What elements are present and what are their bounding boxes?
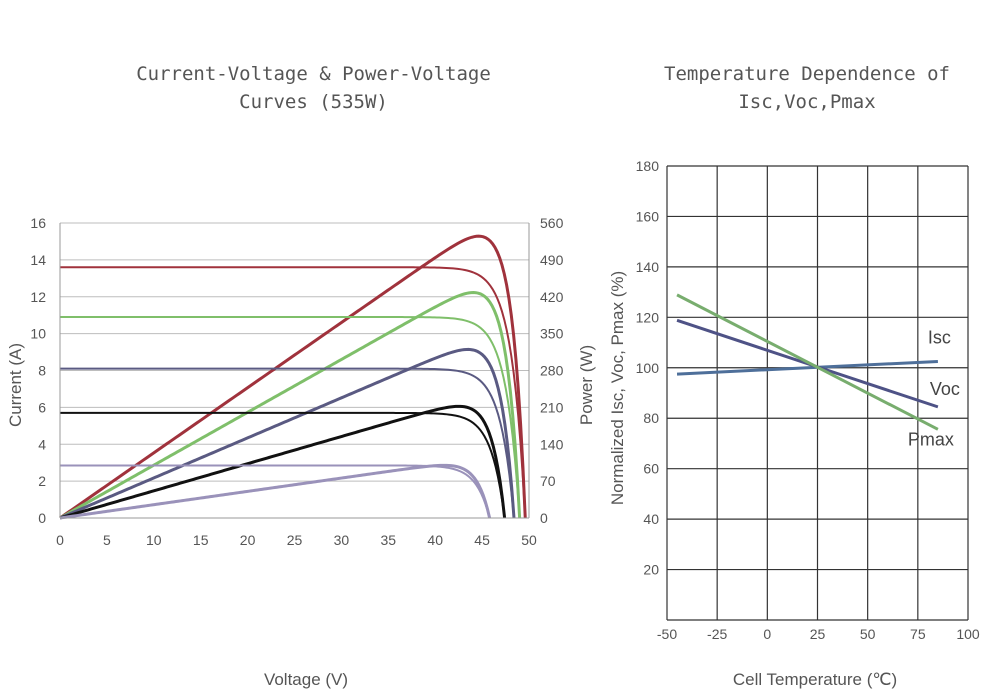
chart1-x-tick-label: 40 [427, 532, 443, 548]
chart1-pv-curve [59, 463, 492, 520]
chart2-series-label: Pmax [908, 429, 954, 449]
chart1-x-tick-label: 25 [287, 532, 303, 548]
chart1-y2-tick-label: 280 [540, 363, 564, 379]
chart2-y-tick-label: 140 [636, 259, 660, 275]
chart2-x-tick-label: 50 [860, 626, 876, 642]
chart2-ticks: 20 40 60 80 100 120 140 160 180 -50 -25 0 25 50 75 100 [636, 158, 980, 642]
chart1-y2-tick-label: 210 [540, 399, 564, 415]
chart1-x-tick-label: 10 [146, 532, 162, 548]
chart2-x-tick-label: -50 [657, 626, 677, 642]
chart1-pv-curve [59, 291, 522, 520]
chart1-y-tick-label: 4 [38, 436, 46, 452]
chart1-y-tick-label: 0 [38, 510, 46, 526]
chart1-iv-curve [60, 266, 527, 519]
chart2-x-tick-label: 25 [810, 626, 826, 642]
chart2-x-tick-label: 75 [910, 626, 926, 642]
chart1-pv-curve [59, 347, 516, 520]
chart1-pv-curve [59, 234, 527, 520]
chart2-title: Temperature Dependence of Isc,Voc,Pmax [664, 63, 950, 113]
chart1-x-tick-label: 45 [474, 532, 490, 548]
chart1-y2-tick-label: 490 [540, 252, 564, 268]
chart1-y-tick-label: 12 [30, 289, 46, 305]
chart1-y-tick-label: 16 [30, 215, 46, 231]
chart1-y2-tick-label: 350 [540, 326, 564, 342]
chart1-iv-curve [60, 411, 506, 519]
chart1-x-tick-label: 15 [193, 532, 209, 548]
chart2-y-tick-label: 100 [636, 360, 660, 376]
chart2-y-tick-label: 160 [636, 208, 660, 224]
chart2-x-tick-label: 0 [763, 626, 771, 642]
chart1-y2-axis-label: Power (W) [577, 345, 596, 425]
chart2-y-tick-label: 60 [643, 461, 659, 477]
chart2-series-label: Voc [930, 379, 960, 399]
chart2-series-line [676, 293, 939, 431]
chart1-axes [59, 223, 530, 519]
chart2-series-label: Isc [928, 327, 951, 347]
chart2-y-tick-label: 40 [643, 511, 659, 527]
chart1-series-group [59, 234, 527, 520]
chart2-series-labels: Isc Voc Pmax [908, 327, 960, 449]
chart2-x-tick-label: -25 [707, 626, 727, 642]
chart2-y-tick-label: 80 [643, 410, 659, 426]
chart2-y-axis-label: Normalized Isc, Voc, Pmax (%) [608, 271, 627, 505]
chart1-iv-curve [60, 316, 521, 519]
chart1-y-tick-label: 14 [30, 252, 46, 268]
chart2-series-group [676, 293, 939, 431]
chart1-y-tick-label: 10 [30, 326, 46, 342]
chart2-x-axis-label: Cell Temperature (℃) [733, 670, 897, 689]
chart1-x-tick-label: 20 [240, 532, 256, 548]
chart2-x-tick-label: 100 [956, 626, 980, 642]
chart1-x-tick-label: 50 [521, 532, 537, 548]
chart1-y2-tick-label: 70 [540, 473, 556, 489]
chart2-y-tick-label: 180 [636, 158, 660, 174]
chart1-y-tick-label: 8 [38, 363, 46, 379]
chart1-x-tick-label: 5 [103, 532, 111, 548]
chart1-y2-tick-label: 560 [540, 215, 564, 231]
chart1-x-tick-label: 0 [56, 532, 64, 548]
chart1-iv-curve [60, 367, 515, 519]
chart1-y-axis-label: Current (A) [6, 343, 25, 427]
chart1-iv-curve [60, 464, 491, 519]
chart2-series-line [676, 359, 938, 376]
chart1-x-tick-label: 30 [334, 532, 350, 548]
chart1-y-tick-label: 6 [38, 399, 46, 415]
chart1-x-tick-label: 35 [381, 532, 397, 548]
chart1-pv-curve [59, 404, 507, 520]
chart1-y-tick-label: 2 [38, 473, 46, 489]
chart2-y-tick-label: 120 [636, 309, 660, 325]
chart1-y2-tick-label: 140 [540, 436, 564, 452]
chart1-y2-tick-label: 420 [540, 289, 564, 305]
chart1-title: Current-Voltage & Power-Voltage Curves (… [136, 63, 491, 113]
chart1-y2-tick-label: 0 [540, 510, 548, 526]
chart2-y-tick-label: 20 [643, 562, 659, 578]
chart2-grid [666, 165, 969, 621]
chart1-ticks: 0 2 4 6 8 10 12 14 16 0 70 140 210 280 350 420 490 560 0 5 1… [30, 215, 563, 548]
chart1-x-axis-label: Voltage (V) [264, 670, 348, 689]
